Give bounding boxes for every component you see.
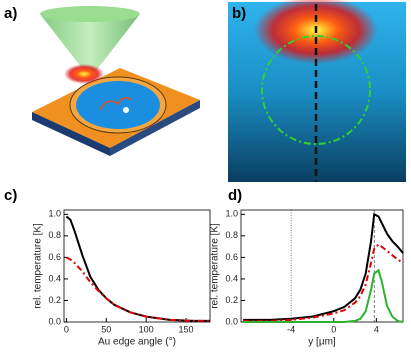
- y-tick-label: 0.0: [225, 316, 238, 326]
- y-tick-label: 0.4: [48, 273, 61, 283]
- x-tick-label: 4: [374, 324, 379, 334]
- x-tick-label: 0: [331, 324, 336, 334]
- x-tick-label: 150: [179, 324, 194, 334]
- y-tick-label: 0.4: [225, 273, 238, 283]
- y-axis-label: rel. temperature [K]: [210, 223, 221, 309]
- y-tick-label: 0.6: [225, 252, 238, 262]
- y-tick-label: 0.6: [48, 252, 61, 262]
- x-tick-label: 100: [139, 324, 154, 334]
- y-axis-label: rel. temperature [K]: [33, 223, 44, 309]
- data-line: [65, 215, 210, 322]
- data-line: [243, 268, 404, 323]
- panel-label: d): [228, 187, 242, 204]
- data-line: [243, 243, 404, 322]
- y-tick-label: 0.2: [225, 295, 238, 305]
- x-tick-label: -4: [287, 324, 295, 334]
- x-axis-label: Au edge angle (°): [98, 337, 176, 348]
- x-axis-label: y [µm]: [308, 337, 336, 348]
- y-tick-label: 0.8: [48, 230, 61, 240]
- data-line: [65, 256, 210, 322]
- y-tick-label: 1.0: [225, 209, 238, 219]
- panel-label: c): [4, 187, 17, 204]
- y-tick-label: 1.0: [48, 209, 61, 219]
- x-tick-label: 0: [64, 324, 69, 334]
- panel-label: a): [4, 5, 17, 22]
- y-tick-label: 0.8: [225, 230, 238, 240]
- data-line: [243, 212, 404, 321]
- plot-frame: [63, 209, 211, 323]
- panel-a-illustration: [32, 6, 200, 156]
- plot-frame: [240, 209, 404, 323]
- y-tick-label: 0.2: [48, 295, 61, 305]
- y-tick-label: 0.0: [48, 316, 61, 326]
- x-tick-label: 50: [101, 324, 111, 334]
- panel-label: b): [232, 5, 246, 22]
- panel-b-image: [228, 0, 406, 182]
